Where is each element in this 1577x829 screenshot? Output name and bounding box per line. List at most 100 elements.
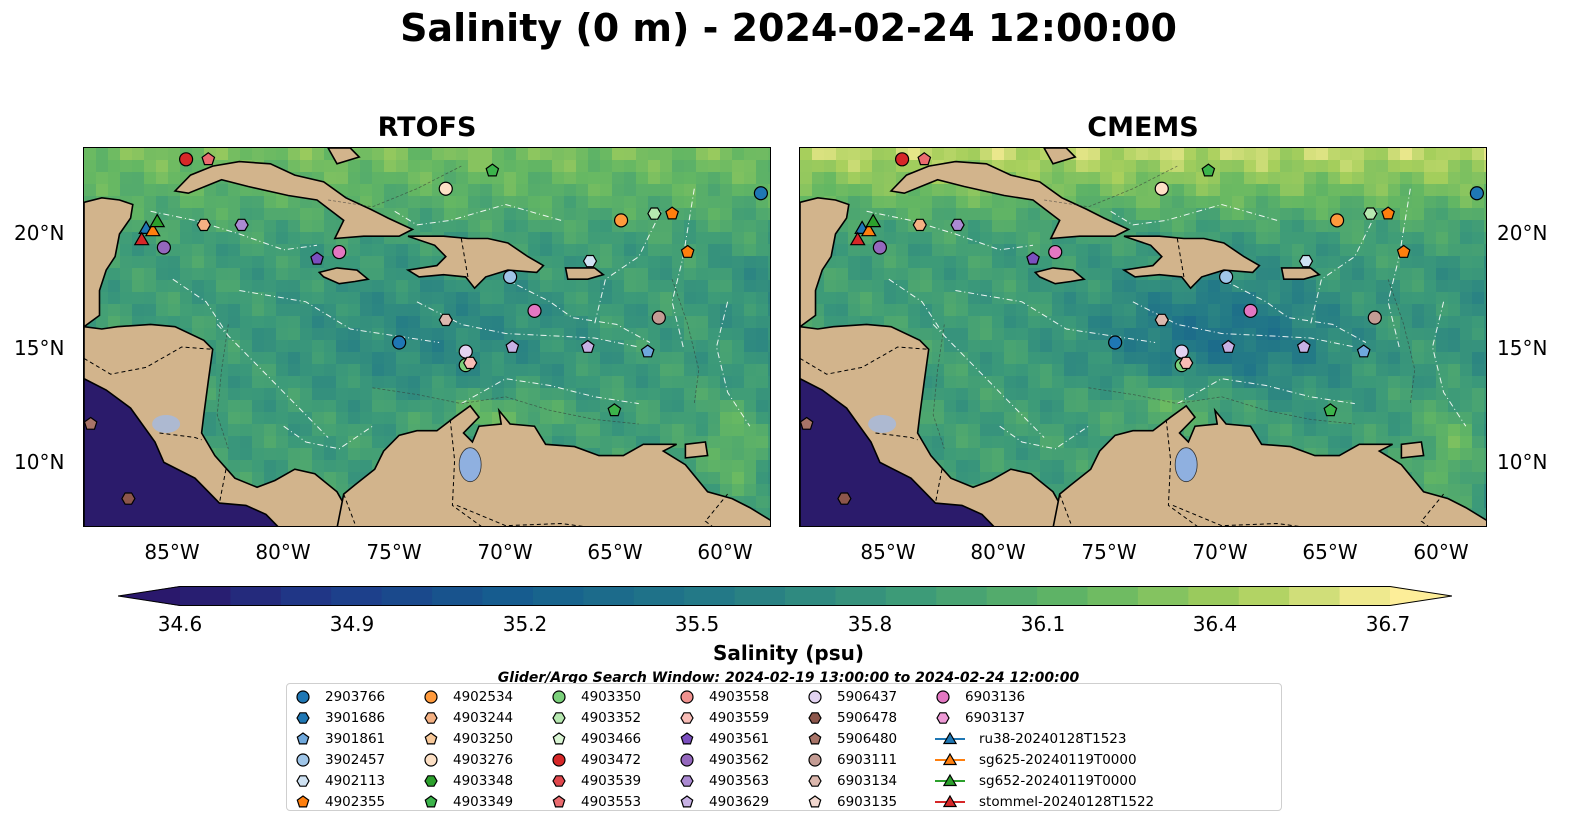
colorbar-segment (734, 586, 786, 606)
legend-marker-pentagon (808, 794, 822, 807)
map-canvas (800, 148, 1486, 526)
float-marker-2903766 (1108, 335, 1123, 350)
colorbar-segment (684, 586, 736, 606)
float-marker-6903111 (651, 310, 666, 325)
land-jamaica (1033, 267, 1086, 285)
panel-title-rtofs: RTOFS (377, 112, 477, 143)
land-trinidad (1400, 441, 1425, 459)
glider-marker-sg652 (149, 213, 166, 228)
float-marker-6903136 (332, 244, 347, 260)
lon-label-75w-left: 75°W (366, 540, 422, 564)
float-marker-4903349 (485, 163, 500, 177)
lon-label-65w-left: 65°W (587, 540, 643, 564)
legend-marker (935, 731, 965, 744)
legend-marker (808, 774, 822, 787)
colorbar-tick: 35.8 (847, 612, 893, 636)
legend-marker-circle (808, 689, 822, 704)
pacific-ocean (84, 378, 278, 526)
legend-marker (424, 794, 438, 807)
float-marker-3901861 (1356, 344, 1371, 358)
legend-label: sg625-20240119T0000 (979, 751, 1137, 768)
float-marker-4902113 (582, 254, 598, 268)
legend-label: 4903250 (453, 730, 514, 747)
legend-marker-hexagon (808, 774, 822, 787)
legend-item: sg652-20240119T0000 (935, 770, 1137, 791)
colorbar-extend-min (118, 586, 180, 606)
colorbar-segment (381, 586, 433, 606)
legend-marker-pentagon (296, 794, 310, 807)
lat-label-10n-right: 10°N (1497, 450, 1548, 474)
legend-marker-hexagon (808, 711, 822, 724)
legend-item: 4903562 (679, 749, 769, 770)
float-marker-4903352 (647, 207, 662, 220)
legend-label: 4903472 (581, 751, 642, 768)
lon-label-65w-right: 65°W (1302, 540, 1358, 564)
legend-item: 4903250 (423, 728, 513, 749)
lon-label-70w-right: 70°W (1192, 540, 1248, 564)
borders (800, 238, 1444, 526)
legend-marker-hexagon (936, 711, 950, 724)
legend-marker (552, 794, 566, 807)
float-marker-2903766 (392, 335, 407, 350)
colorbar-segment (1037, 586, 1089, 606)
float-marker-5906478 (837, 492, 852, 505)
float-marker-4902355 (1396, 244, 1411, 258)
legend-label: 4903539 (581, 772, 642, 789)
legend-item: 5906478 (807, 707, 897, 728)
legend-marker-circle (680, 752, 694, 767)
legend: 2903766 3901686 3901861 3902457 4902113 49023… (286, 683, 1282, 811)
colorbar-segment (986, 586, 1038, 606)
legend-item: 6903135 (807, 791, 897, 812)
legend-marker-hexagon (680, 774, 694, 787)
land-puertoRico (1280, 267, 1322, 280)
float-marker-4903276 (1154, 181, 1169, 196)
legend-marker (680, 794, 694, 807)
legend-item: 5906480 (807, 728, 897, 749)
legend-label: stommel-20240128T1522 (979, 793, 1155, 810)
legend-marker-triangle-line (942, 773, 958, 786)
legend-label: 4902113 (325, 772, 386, 789)
legend-marker (552, 731, 566, 744)
float-marker-4902534 (1329, 213, 1345, 228)
float-marker-4903629 (1296, 339, 1311, 353)
legend-marker (680, 689, 694, 704)
legend-label: 4903350 (581, 688, 642, 705)
legend-marker (680, 774, 694, 787)
legend-label: 6903111 (837, 751, 898, 768)
legend-label: 4903244 (453, 709, 514, 726)
float-marker-2903766 (753, 186, 769, 201)
colorbar-segment (1289, 586, 1341, 606)
borders (84, 238, 728, 526)
legend-marker-pentagon (424, 731, 438, 744)
legend-item: 6903137 (935, 707, 1025, 728)
legend-marker (808, 794, 822, 807)
colorbar-segment (1137, 586, 1189, 606)
float-marker-4903561 (1026, 251, 1040, 265)
float-marker-6903136 (1048, 244, 1063, 260)
figure-title: Salinity (0 m) - 2024-02-24 12:00:00 (400, 6, 1177, 50)
float-marker-6903136 (1243, 303, 1258, 318)
legend-label: 4903348 (453, 772, 514, 789)
colorbar-segment (835, 586, 887, 606)
glider-marker-stommel (849, 231, 866, 246)
land-trinidad (684, 441, 709, 459)
legend-marker (552, 689, 566, 704)
lon-label-85w-left: 85°W (144, 540, 200, 564)
lon-label-80w-left: 80°W (255, 540, 311, 564)
float-marker-3902457 (1219, 269, 1234, 285)
colorbar-segment (180, 586, 232, 606)
float-marker-4903563 (234, 218, 249, 232)
colorbar-tick: 34.9 (329, 612, 375, 636)
float-marker-4902534 (613, 213, 629, 228)
land-bahamas (327, 148, 361, 165)
legend-marker-hexagon (296, 774, 310, 787)
land-cuba (173, 160, 415, 240)
glider-marker-sg652 (865, 213, 882, 228)
lon-label-80w-right: 80°W (970, 540, 1026, 564)
legend-item: 4903276 (423, 749, 513, 770)
lake-maracaibo (458, 447, 482, 483)
legend-label: 3902457 (325, 751, 386, 768)
colorbar-segment (1339, 586, 1391, 606)
legend-marker (424, 711, 438, 724)
colorbar-segment (532, 586, 584, 606)
